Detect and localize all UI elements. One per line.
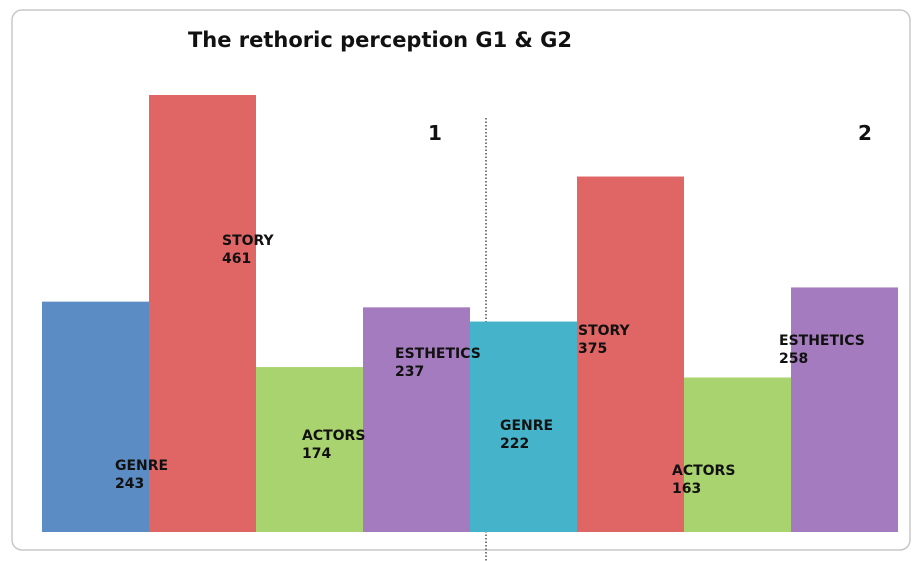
category-label: ESTHETICS xyxy=(395,346,481,362)
value-label: 163 xyxy=(672,481,701,497)
value-label: 243 xyxy=(115,476,144,492)
category-label: ESTHETICS xyxy=(779,333,865,349)
value-label: 174 xyxy=(302,446,331,462)
category-label: ACTORS xyxy=(302,428,365,444)
bar xyxy=(791,287,898,532)
value-label: 222 xyxy=(500,436,529,452)
bar xyxy=(149,95,256,532)
bar xyxy=(684,377,791,532)
category-label: STORY xyxy=(222,233,275,249)
bar xyxy=(470,321,577,532)
category-label: GENRE xyxy=(115,458,168,474)
bar xyxy=(363,307,470,532)
chart-title: The rethoric perception G1 & G2 xyxy=(188,28,572,52)
bar xyxy=(42,301,149,532)
value-label: 461 xyxy=(222,251,251,267)
group-label: 1 xyxy=(428,121,442,145)
value-label: 375 xyxy=(578,341,607,357)
bar xyxy=(256,367,363,532)
category-label: ACTORS xyxy=(672,463,735,479)
category-label: STORY xyxy=(578,323,631,339)
value-label: 237 xyxy=(395,364,424,380)
value-label: 258 xyxy=(779,351,808,367)
group-label: 2 xyxy=(858,121,872,145)
bar xyxy=(577,176,684,533)
category-label: GENRE xyxy=(500,418,553,434)
